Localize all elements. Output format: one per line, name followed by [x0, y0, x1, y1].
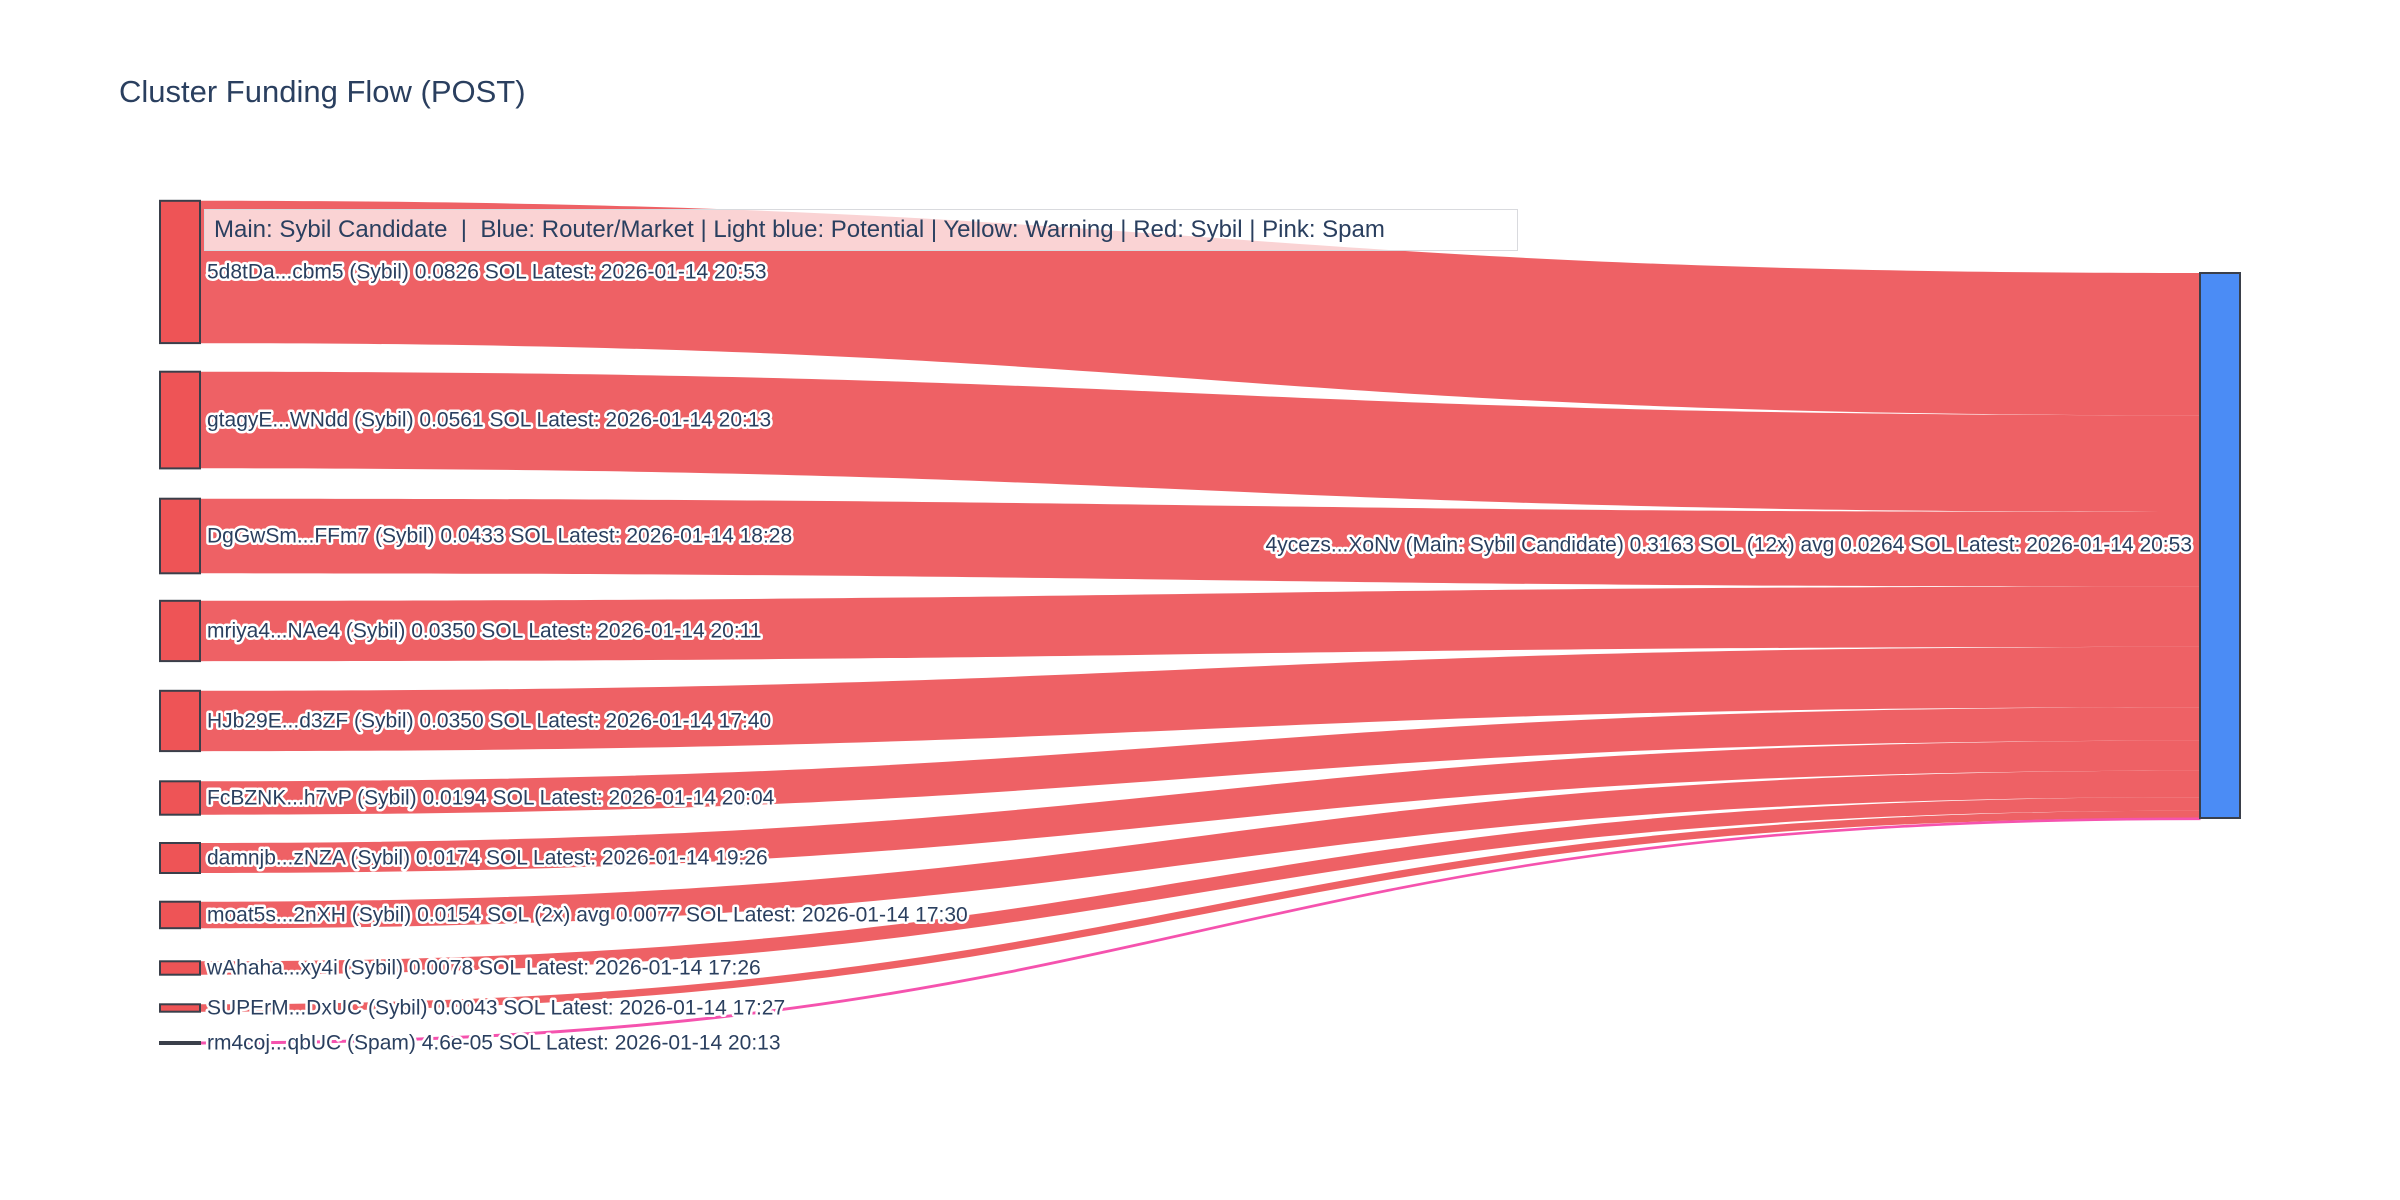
- sankey-node-label-FcBZNK...h7vP: FcBZNK...h7vP (Sybil) 0.0194 SOL Latest:…: [207, 787, 775, 810]
- sankey-node-label-4ycezs...XoNv: 4ycezs...XoNv (Main: Sybil Candidate) 0.…: [1266, 534, 2192, 557]
- sankey-link-5d8tDa...cbm5[interactable]: [200, 200, 2200, 416]
- sankey-node-label-rm4coj...qbUC: rm4coj...qbUC (Spam) 4.6e-05 SOL Latest:…: [207, 1032, 781, 1055]
- sankey-link-gtagyE...WNdd[interactable]: [200, 371, 2200, 512]
- sankey-link-HJb29E...d3ZF[interactable]: [200, 646, 2200, 752]
- sankey-link-moat5s...2nXH[interactable]: [200, 770, 2200, 929]
- color-legend-annotation: Main: Sybil Candidate | Blue: Router/Mar…: [204, 209, 1518, 251]
- sankey-link-mriya4...NAe4[interactable]: [200, 586, 2200, 662]
- sankey-link-SUPErM...DxUC[interactable]: [200, 810, 2200, 1012]
- sankey-node-4ycezs...XoNv[interactable]: [2199, 272, 2241, 819]
- sankey-node-label-wAhaha...xy4i: wAhaha...xy4i (Sybil) 0.0078 SOL Latest:…: [206, 957, 761, 980]
- sankey-node-moat5s...2nXH[interactable]: [159, 900, 201, 930]
- sankey-node-label-gtagyE...WNdd: gtagyE...WNdd (Sybil) 0.0561 SOL Latest:…: [207, 409, 771, 432]
- sankey-link-FcBZNK...h7vP[interactable]: [200, 707, 2200, 815]
- sankey-links: [199, 200, 2201, 1045]
- sankey-node-label-DgGwSm...FFm7: DgGwSm...FFm7 (Sybil) 0.0433 SOL Latest:…: [207, 525, 792, 548]
- sankey-node-label-5d8tDa...cbm5: 5d8tDa...cbm5 (Sybil) 0.0826 SOL Latest:…: [207, 261, 767, 284]
- sankey-node-wAhaha...xy4i[interactable]: [159, 960, 201, 976]
- sankey-node-labels: 5d8tDa...cbm5 (Sybil) 0.0826 SOL Latest:…: [204, 258, 2195, 1057]
- sankey-node-damnjb...zNZA[interactable]: [159, 842, 201, 874]
- sankey-node-gtagyE...WNdd[interactable]: [159, 370, 201, 470]
- sankey-node-label-HJb29E...d3ZF: HJb29E...d3ZF (Sybil) 0.0350 SOL Latest:…: [207, 710, 771, 733]
- sankey-link-rm4coj...qbUC[interactable]: [199, 817, 2201, 1045]
- sankey-node-label-SUPErM...DxUC: SUPErM...DxUC (Sybil) 0.0043 SOL Latest:…: [207, 997, 785, 1020]
- sankey-node-rm4coj...qbUC[interactable]: [159, 1041, 201, 1045]
- sankey-node-mriya4...NAe4[interactable]: [159, 599, 201, 663]
- sankey-node-5d8tDa...cbm5[interactable]: [159, 199, 201, 345]
- sankey-node-label-mriya4...NAe4: mriya4...NAe4 (Sybil) 0.0350 SOL Latest:…: [207, 620, 761, 643]
- sankey-nodes: [159, 199, 2241, 1045]
- sankey-link-DgGwSm...FFm7[interactable]: [200, 498, 2200, 587]
- chart-title: Cluster Funding Flow (POST): [119, 74, 526, 109]
- sankey-node-FcBZNK...h7vP[interactable]: [159, 780, 201, 816]
- sankey-node-label-moat5s...2nXH: moat5s...2nXH (Sybil) 0.0154 SOL (2x) av…: [207, 904, 968, 927]
- sankey-link-wAhaha...xy4i[interactable]: [200, 797, 2200, 975]
- sankey-node-HJb29E...d3ZF[interactable]: [159, 689, 201, 753]
- sankey-link-damnjb...zNZA[interactable]: [200, 740, 2200, 873]
- sankey-node-label-damnjb...zNZA: damnjb...zNZA (Sybil) 0.0174 SOL Latest:…: [207, 847, 768, 870]
- sankey-node-SUPErM...DxUC[interactable]: [159, 1003, 201, 1013]
- sankey-node-DgGwSm...FFm7[interactable]: [159, 497, 201, 575]
